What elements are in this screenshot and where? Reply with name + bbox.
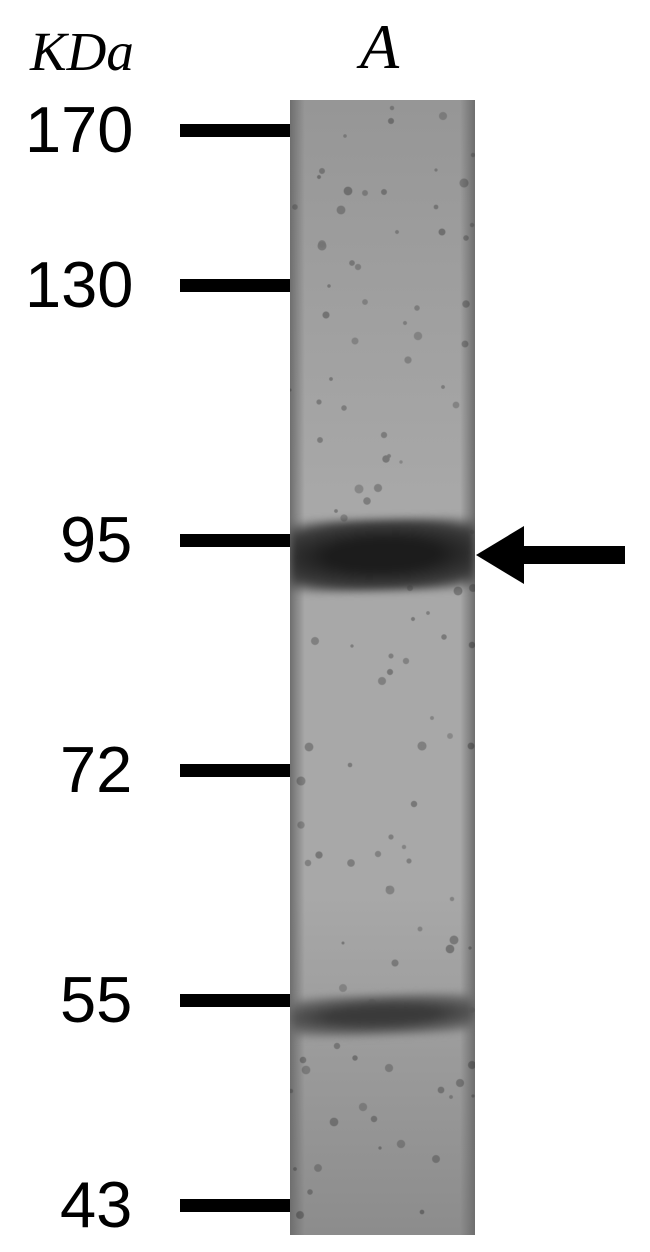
arrow-head-icon [476,526,524,584]
arrow-line [510,546,625,564]
target-arrow [0,0,650,1252]
arrow-head-polygon [476,526,524,584]
